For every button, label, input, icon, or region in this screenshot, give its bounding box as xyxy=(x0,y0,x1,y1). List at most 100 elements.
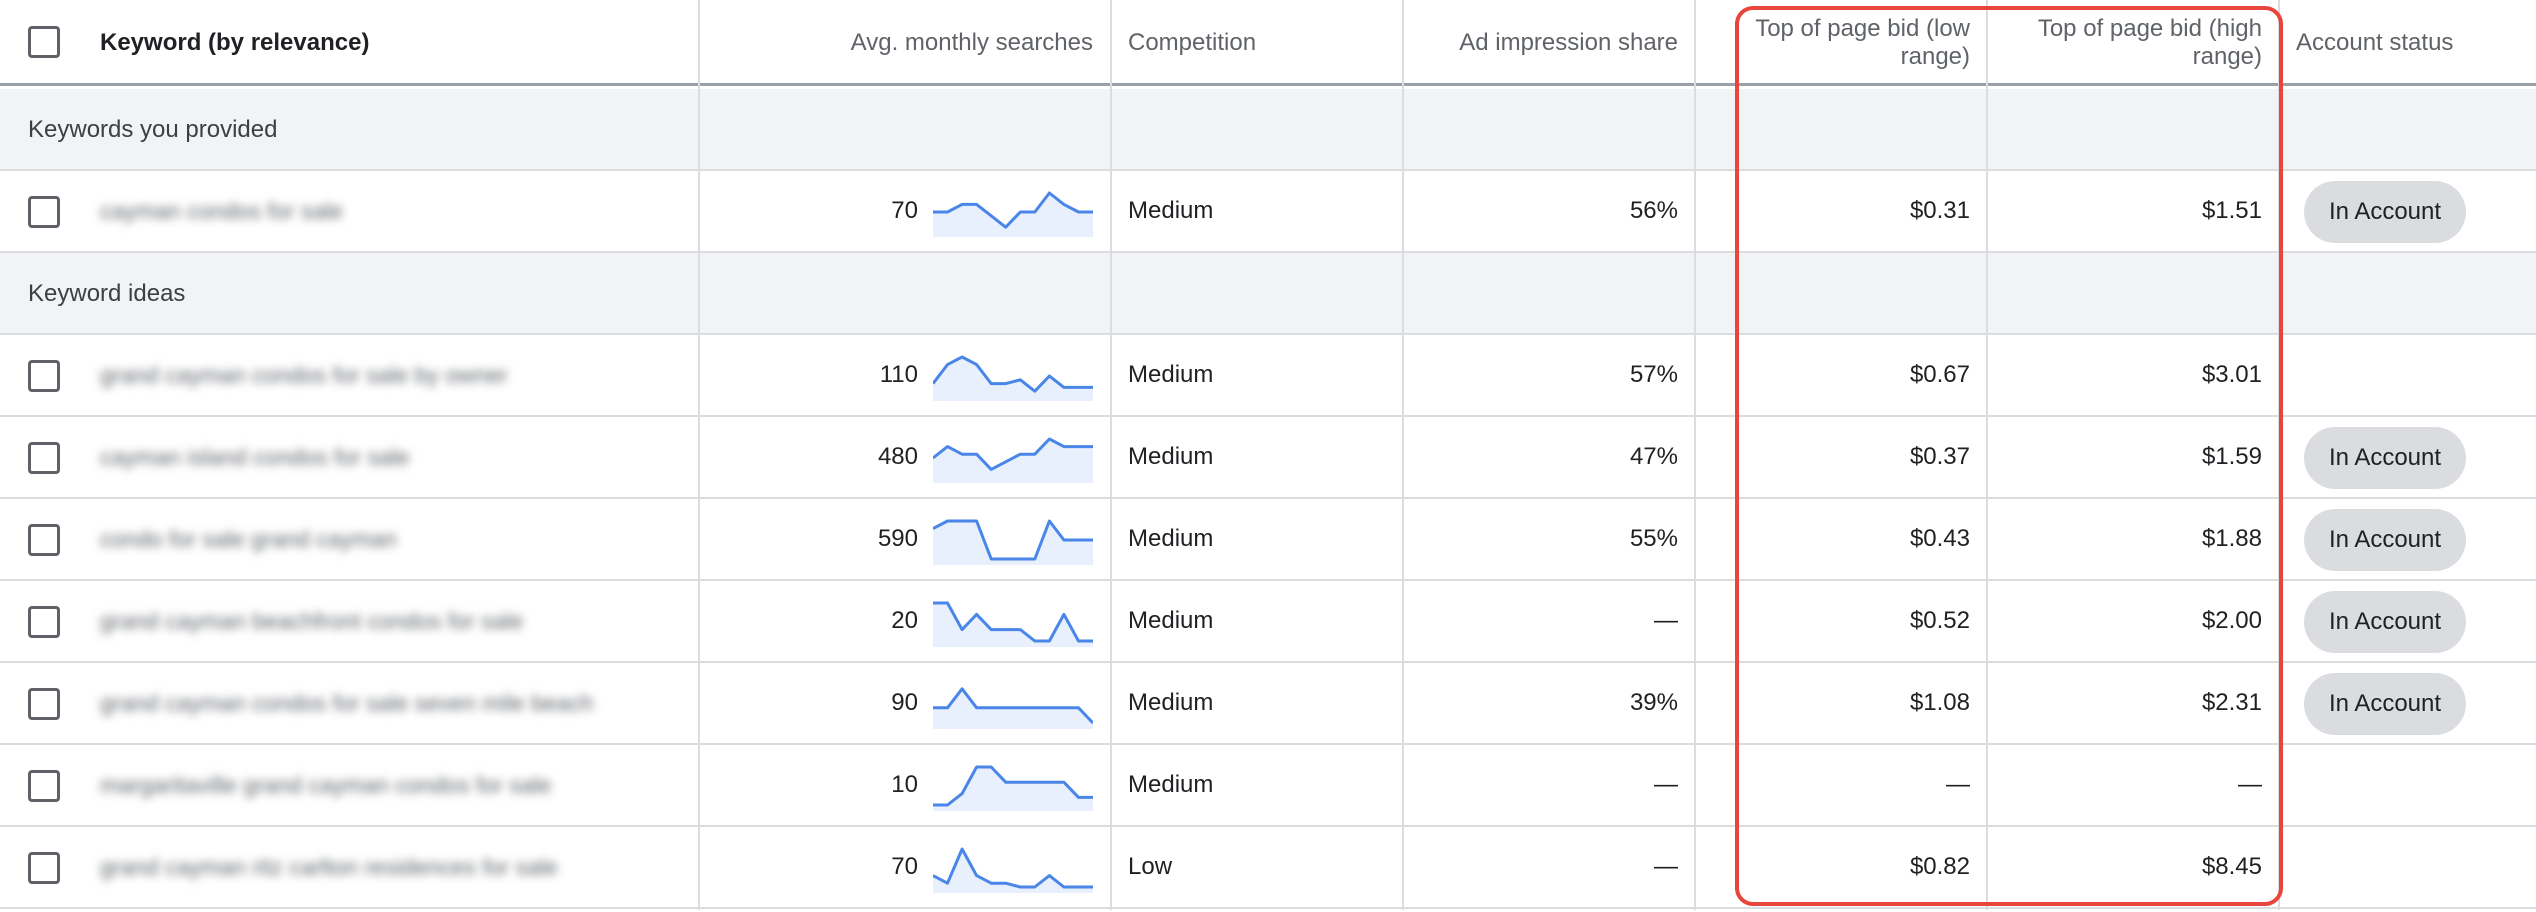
ad-impression-share-cell: — xyxy=(1654,771,1678,798)
header-bid-low[interactable]: Top of page bid (low range) xyxy=(1700,0,1970,86)
table-header: Keyword (by relevance) Avg. monthly sear… xyxy=(0,0,2536,86)
row-checkbox[interactable] xyxy=(28,770,60,802)
keyword-cell[interactable]: cayman island condos for sale xyxy=(100,417,660,497)
table-row: grand cayman ritz carlton residences for… xyxy=(0,827,2536,909)
account-status-chip[interactable]: In Account xyxy=(2304,509,2466,571)
keyword-cell[interactable]: margaritaville grand cayman condos for s… xyxy=(100,745,660,825)
table-row: grand cayman condos for sale by owner 110… xyxy=(0,335,2536,417)
header-bid-low-line1: Top of page bid (low xyxy=(1755,15,1970,42)
row-checkbox[interactable] xyxy=(28,852,60,884)
competition-cell: Medium xyxy=(1128,361,1214,388)
trend-sparkline[interactable] xyxy=(933,515,1093,565)
bid-low-cell: $0.52 xyxy=(1909,607,1970,634)
row-checkbox[interactable] xyxy=(28,688,60,720)
ad-impression-share-cell: 57% xyxy=(1629,361,1678,388)
ad-impression-share-cell: 39% xyxy=(1629,689,1678,716)
table-row: condo for sale grand cayman 590 Medium 55% $… xyxy=(0,499,2536,581)
avg-searches-cell: 90 xyxy=(891,689,918,716)
column-divider xyxy=(2278,0,2280,910)
trend-sparkline[interactable] xyxy=(933,351,1093,401)
sparkline-line xyxy=(933,191,1093,229)
column-divider xyxy=(1402,0,1404,910)
group-label-ideas: Keyword ideas xyxy=(28,253,185,335)
row-checkbox[interactable] xyxy=(28,196,60,228)
row-checkbox[interactable] xyxy=(28,606,60,638)
row-checkbox[interactable] xyxy=(28,442,60,474)
account-status-chip[interactable]: In Account xyxy=(2304,673,2466,735)
competition-cell: Medium xyxy=(1128,525,1214,552)
account-status-chip[interactable]: In Account xyxy=(2304,181,2466,243)
column-divider xyxy=(1110,0,1112,910)
keyword-text: grand cayman condos for sale by owner xyxy=(100,361,508,388)
group-label-ideas-text: Keyword ideas xyxy=(28,280,186,307)
header-bid-high-line2: range) xyxy=(2192,43,2262,70)
keyword-cell[interactable]: grand cayman ritz carlton residences for… xyxy=(100,827,660,907)
ad-impression-share-cell: 55% xyxy=(1629,525,1678,552)
trend-sparkline[interactable] xyxy=(933,187,1093,237)
sparkline-area xyxy=(933,767,1093,811)
keyword-text: grand cayman ritz carlton residences for… xyxy=(100,853,558,880)
avg-searches-cell: 70 xyxy=(891,853,918,880)
header-account-status[interactable]: Account status xyxy=(2296,29,2454,56)
bid-high-cell: $2.31 xyxy=(2201,689,2262,716)
bid-high-cell: $8.45 xyxy=(2201,853,2262,880)
ad-impression-share-cell: 56% xyxy=(1629,197,1678,224)
bid-high-cell: $1.51 xyxy=(2201,197,2262,224)
trend-sparkline[interactable] xyxy=(933,597,1093,647)
table-row: grand cayman condos for sale seven mile … xyxy=(0,663,2536,745)
row-checkbox[interactable] xyxy=(28,524,60,556)
sparkline-line xyxy=(933,687,1093,725)
keyword-cell[interactable]: grand cayman condos for sale seven mile … xyxy=(100,663,660,743)
select-all-checkbox[interactable] xyxy=(28,26,60,58)
trend-sparkline[interactable] xyxy=(933,843,1093,893)
account-status-chip[interactable]: In Account xyxy=(2304,591,2466,653)
bid-high-cell: $3.01 xyxy=(2201,361,2262,388)
column-divider xyxy=(698,0,700,910)
keyword-cell[interactable]: grand cayman beachfront condos for sale xyxy=(100,581,660,661)
avg-searches-cell: 590 xyxy=(877,525,918,552)
avg-searches-cell: 480 xyxy=(877,443,918,470)
competition-cell: Medium xyxy=(1128,443,1214,470)
bid-low-cell: — xyxy=(1946,771,1970,798)
header-avg-monthly-searches[interactable]: Avg. monthly searches xyxy=(850,29,1093,56)
row-checkbox[interactable] xyxy=(28,360,60,392)
keyword-text: cayman island condos for sale xyxy=(100,443,410,470)
competition-cell: Medium xyxy=(1128,607,1214,634)
avg-searches-cell: 70 xyxy=(891,197,918,224)
trend-sparkline[interactable] xyxy=(933,761,1093,811)
header-ad-impression-share[interactable]: Ad impression share xyxy=(1459,29,1678,56)
keyword-cell[interactable]: condo for sale grand cayman xyxy=(100,499,660,579)
trend-sparkline[interactable] xyxy=(933,679,1093,729)
keyword-cell[interactable]: cayman condos for sale xyxy=(100,171,660,251)
header-bid-high-line1: Top of page bid (high xyxy=(2037,15,2262,42)
ad-impression-share-cell: — xyxy=(1654,607,1678,634)
bid-low-cell: $0.37 xyxy=(1909,443,1970,470)
account-status-chip[interactable]: In Account xyxy=(2304,427,2466,489)
bid-high-cell: — xyxy=(2238,771,2262,798)
competition-cell: Medium xyxy=(1128,771,1214,798)
bid-low-cell: $0.31 xyxy=(1909,197,1970,224)
table-row: cayman island condos for sale 480 Medium 47… xyxy=(0,417,2536,499)
sparkline-line xyxy=(933,519,1093,561)
bid-low-cell: $0.67 xyxy=(1909,361,1970,388)
header-keyword[interactable]: Keyword (by relevance) xyxy=(100,29,370,56)
table-row: margaritaville grand cayman condos for s… xyxy=(0,745,2536,827)
header-bid-low-line2: range) xyxy=(1900,43,1970,70)
column-divider xyxy=(1986,0,1988,910)
trend-sparkline[interactable] xyxy=(933,433,1093,483)
sparkline-area xyxy=(933,849,1093,893)
avg-searches-cell: 110 xyxy=(879,361,918,388)
sparkline-line xyxy=(933,847,1093,889)
sparkline-area xyxy=(933,439,1093,483)
sparkline-area xyxy=(933,357,1093,401)
competition-cell: Medium xyxy=(1128,197,1214,224)
group-row-ideas: Keyword ideas xyxy=(0,253,2536,335)
header-competition[interactable]: Competition xyxy=(1128,29,1257,56)
keyword-cell[interactable]: grand cayman condos for sale by owner xyxy=(100,335,660,415)
avg-searches-cell: 10 xyxy=(891,771,918,798)
header-bid-high[interactable]: Top of page bid (high range) xyxy=(1990,0,2262,86)
group-row-provided: Keywords you provided xyxy=(0,89,2536,171)
ad-impression-share-cell: 47% xyxy=(1629,443,1678,470)
bid-high-cell: $1.59 xyxy=(2201,443,2262,470)
